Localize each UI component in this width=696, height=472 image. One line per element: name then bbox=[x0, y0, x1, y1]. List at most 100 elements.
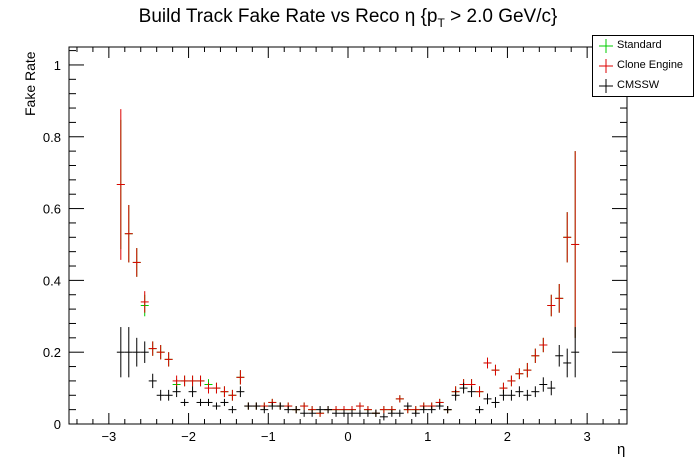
legend-marker-cmssw bbox=[599, 79, 613, 93]
data-point bbox=[515, 368, 524, 380]
data-point bbox=[435, 402, 444, 410]
data-point bbox=[196, 398, 205, 407]
data-point bbox=[507, 389, 516, 401]
x-tick-label: 3 bbox=[584, 429, 591, 444]
data-point bbox=[196, 375, 205, 387]
data-point bbox=[523, 389, 532, 401]
y-tick-label: 0.6 bbox=[43, 202, 61, 217]
data-point bbox=[563, 348, 572, 378]
data-point bbox=[228, 406, 237, 414]
data-point bbox=[523, 362, 532, 378]
data-point bbox=[228, 389, 237, 401]
data-point bbox=[491, 397, 500, 408]
legend-item-clone-engine: Clone Engine bbox=[593, 56, 695, 76]
data-point bbox=[395, 395, 404, 403]
data-point bbox=[451, 389, 460, 401]
data-point bbox=[563, 212, 572, 263]
data-point bbox=[483, 357, 492, 369]
data-point bbox=[499, 389, 508, 401]
data-point bbox=[236, 386, 245, 398]
chart-title: Build Track Fake Rate vs Reco η {pT > 2.… bbox=[138, 6, 558, 30]
data-point bbox=[292, 406, 301, 414]
data-point bbox=[132, 248, 141, 277]
x-tick-label: 0 bbox=[344, 429, 351, 444]
data-point bbox=[403, 402, 412, 410]
data-point bbox=[316, 406, 325, 414]
data-point bbox=[355, 402, 364, 410]
legend-label-clone-engine: Clone Engine bbox=[617, 59, 684, 71]
series-standard bbox=[116, 119, 580, 417]
y-tick-label: 0.8 bbox=[43, 130, 61, 145]
data-point bbox=[547, 380, 556, 396]
data-point bbox=[276, 402, 285, 410]
data-point bbox=[156, 389, 165, 401]
data-point bbox=[204, 382, 213, 394]
data-point bbox=[539, 337, 548, 353]
data-point bbox=[148, 341, 157, 356]
data-point bbox=[164, 352, 173, 367]
data-point bbox=[395, 409, 404, 417]
data-point bbox=[132, 337, 141, 367]
series-clone-engine bbox=[116, 109, 580, 417]
data-point bbox=[443, 406, 452, 414]
data-point bbox=[300, 409, 309, 417]
data-point bbox=[188, 375, 197, 387]
data-point bbox=[284, 406, 293, 414]
data-point bbox=[515, 386, 524, 398]
y-tick-label: 1 bbox=[54, 58, 61, 73]
legend-label-standard: Standard bbox=[617, 39, 662, 51]
data-point bbox=[252, 402, 261, 410]
data-point bbox=[507, 375, 516, 387]
data-point bbox=[355, 409, 364, 417]
data-point bbox=[547, 294, 556, 317]
x-tick-label: −2 bbox=[181, 429, 196, 444]
x-tick-label: 1 bbox=[424, 429, 431, 444]
legend-item-standard: Standard bbox=[593, 36, 695, 56]
legend-marker-standard bbox=[599, 39, 613, 53]
data-point bbox=[348, 409, 356, 417]
data-point bbox=[531, 386, 540, 398]
data-point bbox=[164, 389, 173, 401]
data-point bbox=[411, 409, 420, 417]
data-point bbox=[156, 345, 165, 360]
series-cmssw bbox=[116, 327, 580, 421]
data-point bbox=[188, 386, 197, 398]
data-point bbox=[491, 364, 500, 376]
data-point bbox=[379, 406, 388, 414]
data-point bbox=[148, 373, 157, 389]
x-axis-label: η bbox=[617, 441, 626, 458]
data-point bbox=[244, 402, 253, 410]
data-point bbox=[571, 327, 580, 378]
data-point bbox=[427, 406, 436, 414]
data-point bbox=[116, 109, 125, 260]
y-tick-label: 0 bbox=[54, 417, 61, 432]
data-point bbox=[475, 406, 484, 414]
data-point bbox=[475, 386, 484, 398]
data-point bbox=[340, 409, 348, 417]
data-point bbox=[220, 398, 229, 407]
data-point bbox=[212, 402, 221, 410]
data-point bbox=[379, 413, 388, 421]
data-point bbox=[204, 398, 213, 407]
plot-frame bbox=[68, 46, 628, 425]
axes: −3 −2 −1 0 1 2 3 0 0.2 0.4 0.6 0.8 1 bbox=[43, 47, 627, 444]
data-point bbox=[332, 409, 341, 417]
data-point bbox=[236, 370, 245, 385]
data-point bbox=[555, 283, 564, 313]
data-point bbox=[308, 409, 317, 417]
data-point bbox=[140, 291, 149, 313]
legend: Standard Clone Engine CMSSW bbox=[592, 35, 694, 97]
y-tick-label: 0.2 bbox=[43, 345, 61, 360]
data-point bbox=[371, 409, 380, 417]
data-point bbox=[387, 409, 396, 417]
data-point bbox=[459, 382, 468, 394]
data-point bbox=[212, 382, 221, 394]
data-point bbox=[116, 327, 125, 378]
data-point bbox=[467, 386, 476, 398]
data-point bbox=[268, 402, 277, 410]
plot-frame-rect bbox=[68, 46, 628, 425]
data-point bbox=[531, 348, 540, 363]
data-point bbox=[363, 409, 372, 417]
data-point bbox=[180, 398, 189, 407]
data-point bbox=[140, 341, 149, 363]
